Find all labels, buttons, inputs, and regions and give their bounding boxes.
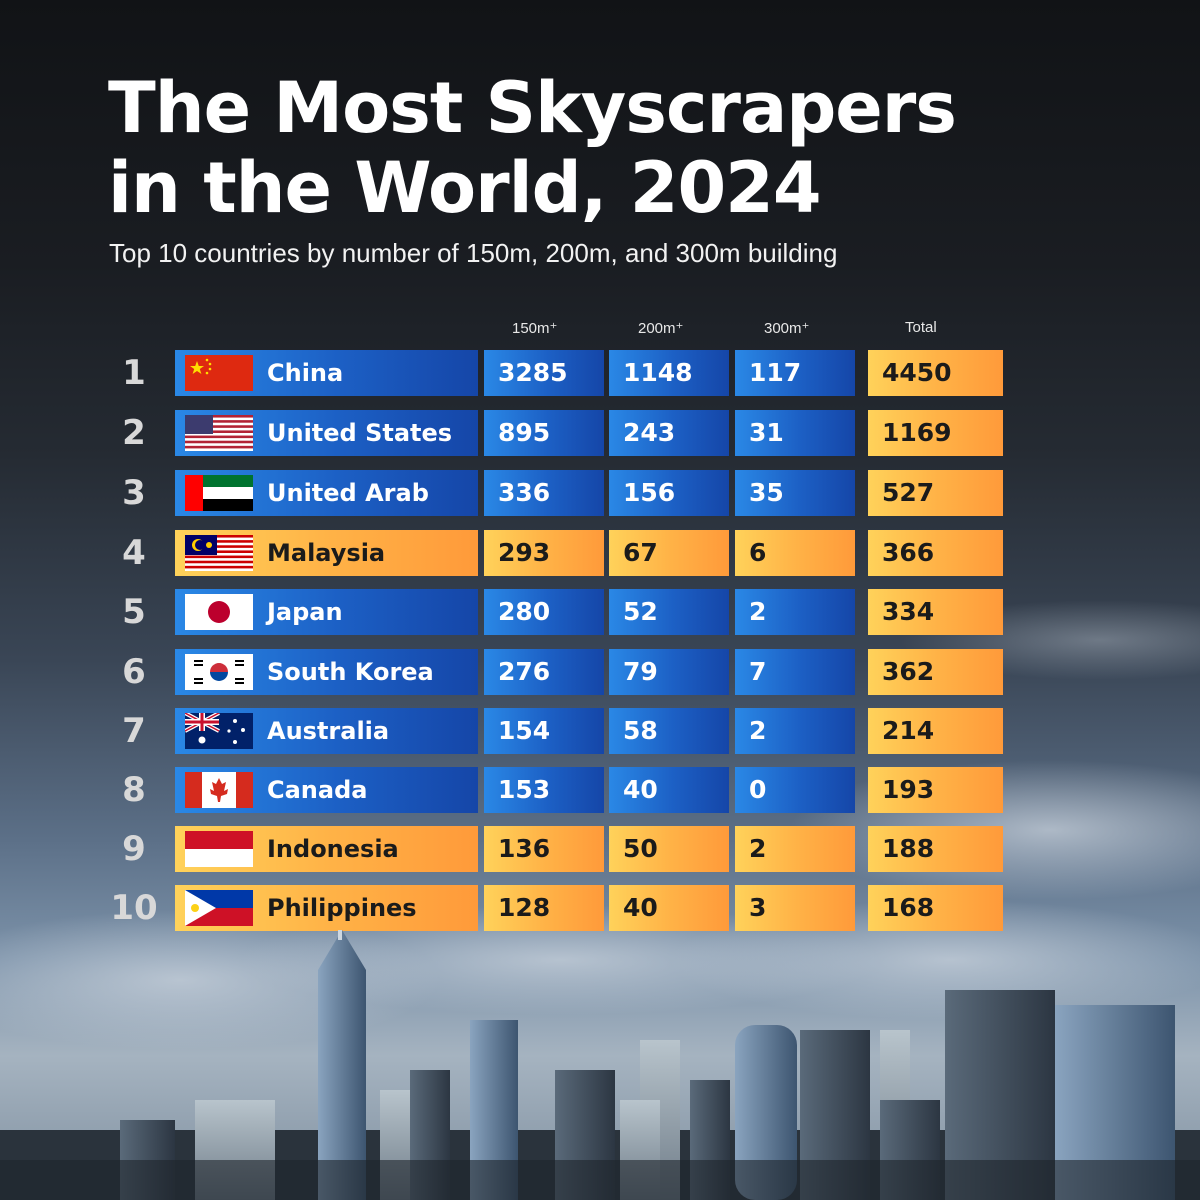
- philippines-flag-icon: [185, 890, 253, 926]
- col-300m-value: 7: [735, 649, 855, 695]
- rank-number: 1: [122, 353, 146, 393]
- australia-flag-icon: [185, 713, 253, 749]
- col-total-value: 527: [868, 470, 1003, 516]
- col-150m-value: 136: [484, 826, 604, 872]
- col-200m-value: 79: [609, 649, 729, 695]
- col-total-value: 193: [868, 767, 1003, 813]
- country-name: United States: [267, 419, 453, 447]
- rank-number: 2: [122, 413, 146, 453]
- country-cell: Japan: [175, 589, 478, 635]
- south-korea-flag-icon: [185, 654, 253, 690]
- col-300m-value: 3: [735, 885, 855, 931]
- canada-flag-icon: [185, 772, 253, 808]
- country-cell: Australia: [175, 708, 478, 754]
- rank-number: 6: [122, 652, 146, 692]
- city-skyline-image: [0, 930, 1200, 1200]
- col-300m-value: 2: [735, 826, 855, 872]
- column-header-300m: 300m⁺: [764, 320, 810, 337]
- country-name: Philippines: [267, 894, 417, 922]
- col-total-value: 334: [868, 589, 1003, 635]
- japan-flag-icon: [185, 594, 253, 630]
- col-200m-value: 1148: [609, 350, 729, 396]
- rank-number: 4: [122, 533, 146, 573]
- china-flag-icon: [185, 355, 253, 391]
- col-total-value: 214: [868, 708, 1003, 754]
- col-300m-value: 117: [735, 350, 855, 396]
- rank-number: 8: [122, 770, 146, 810]
- col-150m-value: 3285: [484, 350, 604, 396]
- rank-number: 7: [122, 711, 146, 751]
- col-200m-value: 243: [609, 410, 729, 456]
- col-300m-value: 2: [735, 589, 855, 635]
- col-150m-value: 154: [484, 708, 604, 754]
- col-total-value: 4450: [868, 350, 1003, 396]
- title-line-2: in the World, 2024: [108, 147, 822, 229]
- col-200m-value: 40: [609, 885, 729, 931]
- title-line-1: The Most Skyscrapers: [108, 67, 957, 149]
- col-total-value: 366: [868, 530, 1003, 576]
- chart-title: The Most Skyscrapers in the World, 2024: [108, 67, 957, 229]
- col-total-value: 1169: [868, 410, 1003, 456]
- uae-flag-icon: [185, 475, 253, 511]
- country-cell: Indonesia: [175, 826, 478, 872]
- column-header-200m: 200m⁺: [638, 320, 684, 337]
- country-cell: Philippines: [175, 885, 478, 931]
- rank-number: 10: [110, 888, 158, 928]
- country-name: Canada: [267, 776, 368, 804]
- country-cell: United Arab: [175, 470, 478, 516]
- country-name: Australia: [267, 717, 390, 745]
- country-name: United Arab: [267, 479, 429, 507]
- col-300m-value: 31: [735, 410, 855, 456]
- column-header-total: Total: [905, 319, 937, 336]
- col-300m-value: 0: [735, 767, 855, 813]
- col-150m-value: 336: [484, 470, 604, 516]
- col-300m-value: 35: [735, 470, 855, 516]
- indonesia-flag-icon: [185, 831, 253, 867]
- country-name: Indonesia: [267, 835, 399, 863]
- usa-flag-icon: [185, 415, 253, 451]
- col-200m-value: 156: [609, 470, 729, 516]
- col-total-value: 168: [868, 885, 1003, 931]
- rank-number: 9: [122, 829, 146, 869]
- col-150m-value: 895: [484, 410, 604, 456]
- col-150m-value: 153: [484, 767, 604, 813]
- col-150m-value: 276: [484, 649, 604, 695]
- country-name: China: [267, 359, 344, 387]
- country-cell: Canada: [175, 767, 478, 813]
- column-header-150m: 150m⁺: [512, 320, 558, 337]
- col-150m-value: 280: [484, 589, 604, 635]
- rank-number: 3: [122, 473, 146, 513]
- col-300m-value: 2: [735, 708, 855, 754]
- col-200m-value: 52: [609, 589, 729, 635]
- country-cell: United States: [175, 410, 478, 456]
- col-150m-value: 293: [484, 530, 604, 576]
- country-name: Malaysia: [267, 539, 386, 567]
- country-name: Japan: [267, 598, 343, 626]
- col-200m-value: 50: [609, 826, 729, 872]
- col-200m-value: 58: [609, 708, 729, 754]
- country-cell: China: [175, 350, 478, 396]
- col-150m-value: 128: [484, 885, 604, 931]
- col-300m-value: 6: [735, 530, 855, 576]
- rank-number: 5: [122, 592, 146, 632]
- country-name: South Korea: [267, 658, 434, 686]
- country-cell: Malaysia: [175, 530, 478, 576]
- col-total-value: 188: [868, 826, 1003, 872]
- col-200m-value: 40: [609, 767, 729, 813]
- col-200m-value: 67: [609, 530, 729, 576]
- malaysia-flag-icon: [185, 535, 253, 571]
- chart-subtitle: Top 10 countries by number of 150m, 200m…: [109, 238, 838, 268]
- country-cell: South Korea: [175, 649, 478, 695]
- col-total-value: 362: [868, 649, 1003, 695]
